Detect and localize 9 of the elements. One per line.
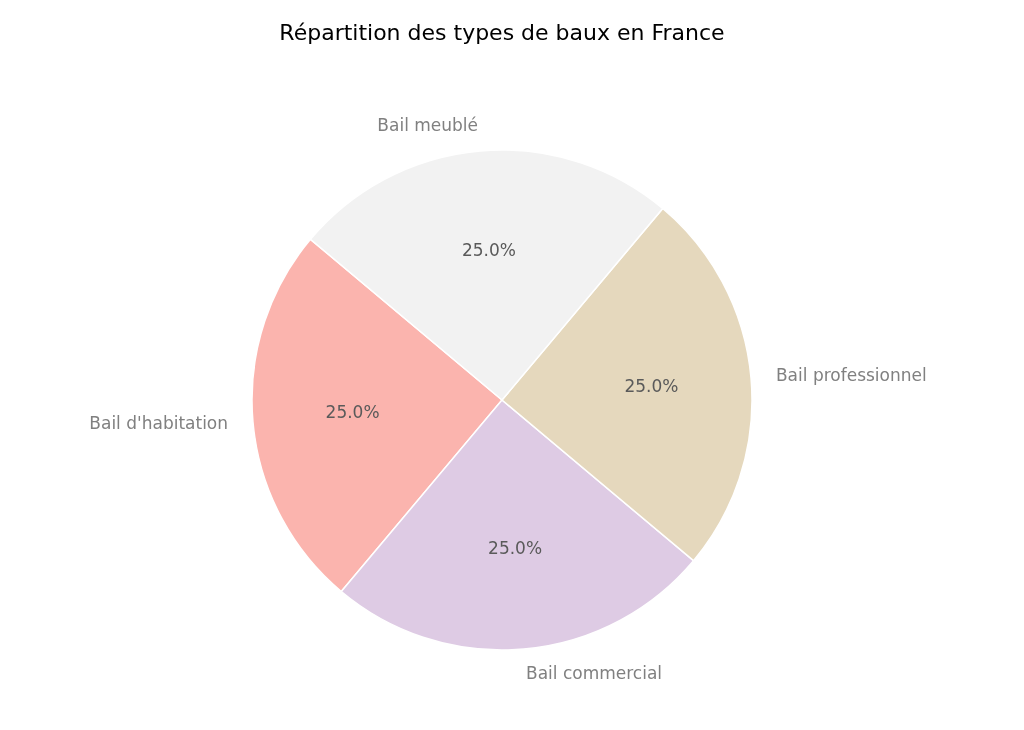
slice-label: Bail meublé [377,115,479,136]
data-label: 25.0% [325,402,380,423]
data-label: 25.0% [461,239,516,260]
data-label: 25.0% [488,538,543,559]
slice-label: Bail d'habitation [89,412,229,433]
slice-label: Bail commercial [525,662,663,683]
chart-title: Répartition des types de baux en France [279,20,725,45]
data-label: 25.0% [624,375,679,396]
slice-label: Bail professionnel [775,365,927,386]
